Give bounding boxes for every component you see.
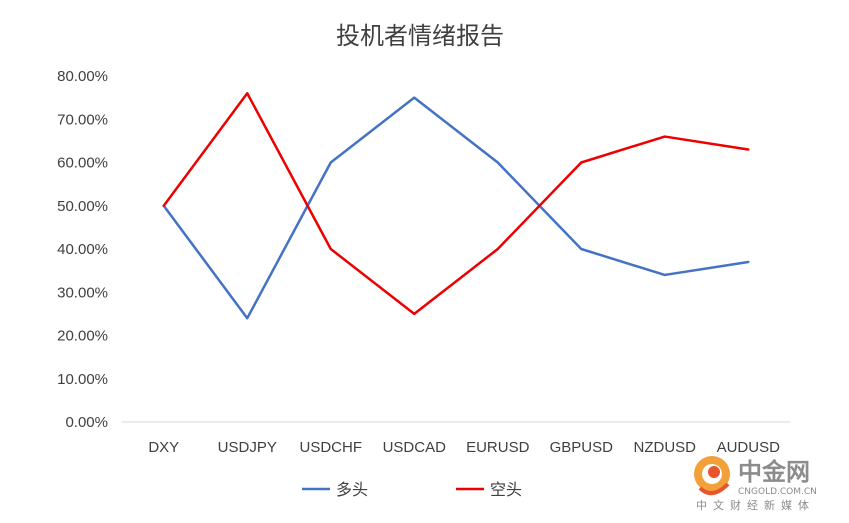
y-tick-label: 60.00% (57, 155, 108, 172)
legend: 多头 空头 (302, 480, 522, 499)
y-tick-label: 20.00% (57, 328, 108, 345)
x-tick-label: AUDUSD (717, 439, 781, 456)
y-tick-label: 80.00% (57, 68, 108, 85)
chart-title: 投机者情绪报告 (336, 22, 504, 50)
y-tick-label: 10.00% (57, 371, 108, 388)
watermark: 中金网 CNGOLD.COM.CN 中文财经新媒体 (694, 456, 817, 512)
x-axis: DXY USDJPY USDCHF USDCAD EURUSD GBPUSD NZDUSD A… (148, 439, 780, 456)
x-tick-label: EURUSD (466, 439, 530, 456)
x-tick-label: DXY (148, 439, 179, 456)
series-line-1 (162, 92, 750, 316)
y-tick-label: 70.00% (57, 111, 108, 128)
y-tick-label: 30.00% (57, 284, 108, 301)
y-tick-label: 40.00% (57, 241, 108, 258)
cngold-logo-icon (694, 456, 730, 496)
x-tick-label: USDCAD (383, 439, 447, 456)
y-tick-label: 0.00% (65, 414, 108, 431)
watermark-name: 中金网 (738, 458, 810, 486)
legend-label-1: 空头 (490, 480, 522, 499)
x-tick-label: USDJPY (218, 439, 277, 456)
x-tick-label: GBPUSD (550, 439, 614, 456)
legend-label-0: 多头 (336, 480, 368, 499)
x-tick-label: NZDUSD (634, 439, 697, 456)
series-line-0 (162, 96, 750, 320)
x-tick-label: USDCHF (300, 439, 363, 456)
watermark-subtitle: 中文财经新媒体 (696, 498, 815, 512)
watermark-url: CNGOLD.COM.CN (738, 487, 817, 497)
y-tick-label: 50.00% (57, 198, 108, 215)
series-group (162, 92, 750, 320)
y-axis: 0.00% 10.00% 20.00% 30.00% 40.00% 50.00% 60.00… (57, 68, 108, 431)
